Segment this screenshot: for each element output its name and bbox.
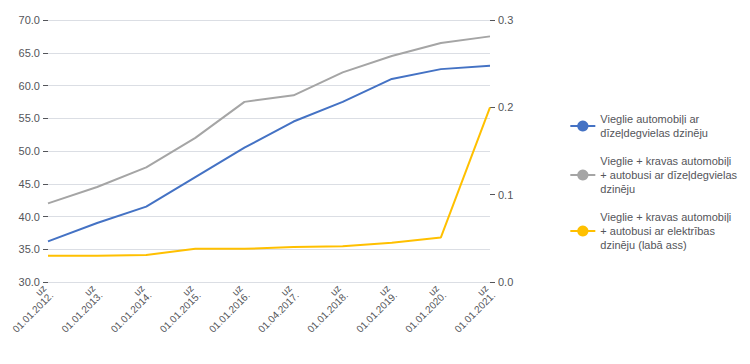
- svg-text:uz: uz: [376, 282, 393, 298]
- svg-text:+ autobusi ar dīzeļdegvielas: + autobusi ar dīzeļdegvielas: [600, 169, 737, 181]
- svg-text:dzinēju (labā ass): dzinēju (labā ass): [600, 239, 686, 251]
- svg-text:Vieglie automobiļi ar: Vieglie automobiļi ar: [600, 113, 699, 125]
- svg-text:70.0: 70.0: [19, 14, 40, 26]
- svg-text:0.2: 0.2: [498, 101, 513, 113]
- svg-text:30.0: 30.0: [18, 276, 40, 288]
- svg-text:01.01.2021.: 01.01.2021.: [452, 290, 497, 335]
- svg-text:01.04.2017.: 01.04.2017.: [256, 290, 301, 335]
- svg-text:45.0: 45.0: [19, 178, 40, 190]
- svg-text:uz: uz: [426, 282, 442, 298]
- svg-text:55.0: 55.0: [19, 112, 40, 124]
- svg-text:uz: uz: [33, 282, 49, 298]
- svg-text:dzinēju: dzinēju: [600, 183, 635, 195]
- svg-text:01.01.2013.: 01.01.2013.: [59, 290, 104, 335]
- svg-text:0.3: 0.3: [498, 14, 513, 26]
- svg-text:uz: uz: [180, 282, 196, 298]
- svg-text:dīzeļdegvielas dzinēju: dīzeļdegvielas dzinēju: [600, 127, 708, 139]
- svg-text:01.01.2019.: 01.01.2019.: [354, 290, 399, 335]
- svg-text:50.0: 50.0: [19, 145, 40, 157]
- svg-text:60.0: 60.0: [19, 80, 40, 92]
- svg-text:uz: uz: [278, 282, 294, 298]
- svg-text:Vieglie + kravas automobiļi: Vieglie + kravas automobiļi: [600, 155, 731, 167]
- svg-text:01.01.2012.: 01.01.2012.: [10, 290, 55, 335]
- svg-text:01.01.2014.: 01.01.2014.: [109, 290, 154, 335]
- svg-text:+ autobusi ar elektrības: + autobusi ar elektrības: [600, 225, 715, 237]
- svg-text:uz: uz: [82, 282, 98, 298]
- svg-text:Vieglie + kravas automobiļi: Vieglie + kravas automobiļi: [600, 211, 731, 223]
- svg-text:uz: uz: [131, 282, 147, 298]
- svg-text:0.0: 0.0: [498, 276, 513, 288]
- svg-text:40.0: 40.0: [19, 211, 40, 223]
- svg-text:01.01.2020.: 01.01.2020.: [403, 290, 448, 335]
- svg-text:uz: uz: [475, 282, 491, 298]
- svg-text:0.1: 0.1: [498, 189, 513, 201]
- svg-text:65.0: 65.0: [19, 47, 40, 59]
- svg-text:01.01.2018.: 01.01.2018.: [305, 290, 350, 335]
- svg-text:01.01.2015.: 01.01.2015.: [158, 290, 203, 335]
- svg-text:uz: uz: [229, 282, 245, 298]
- svg-text:uz: uz: [327, 282, 343, 298]
- svg-text:35.0: 35.0: [19, 243, 40, 255]
- svg-text:01.01.2016.: 01.01.2016.: [207, 290, 252, 335]
